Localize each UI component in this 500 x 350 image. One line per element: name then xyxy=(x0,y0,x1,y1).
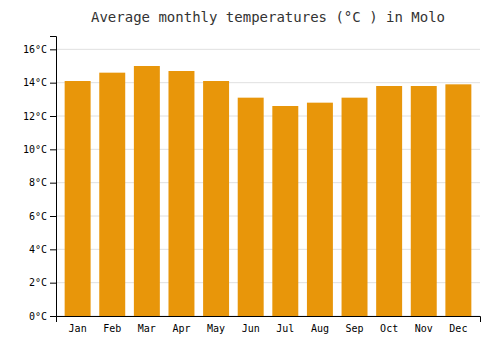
y-tick-mark xyxy=(50,216,56,217)
x-tick-label: Feb xyxy=(103,323,121,334)
y-tick-mark xyxy=(50,183,56,184)
x-tick-label: Apr xyxy=(172,323,190,334)
x-tick: Aug xyxy=(311,323,329,334)
y-tick-mark xyxy=(50,83,56,84)
x-tick: Sep xyxy=(345,323,363,334)
y-tick: 6°C xyxy=(29,211,56,222)
x-tick: Mar xyxy=(138,323,156,334)
x-tick: Nov xyxy=(415,323,433,334)
bar xyxy=(307,103,333,316)
x-tick-label: Nov xyxy=(415,323,433,334)
chart-container: 0°C 2°C 4°C 6°C 8°C 10°C 12°C 14°C 16°C Jan Feb Mar… xyxy=(0,0,500,350)
bar xyxy=(342,98,368,316)
x-tick: Dec xyxy=(449,323,467,334)
y-tick-label: 0°C xyxy=(29,311,47,322)
bar xyxy=(99,73,125,316)
x-tick-label: Sep xyxy=(345,323,363,334)
x-axis-line xyxy=(57,317,481,323)
title: Average monthly temperatures (°C ) in Mo… xyxy=(91,9,445,25)
x-tick: Apr xyxy=(172,323,190,334)
y-tick-label: 8°C xyxy=(29,177,47,188)
bar xyxy=(238,98,264,316)
y-tick-mark xyxy=(50,249,56,250)
x-axis: Jan Feb Mar Apr May Jun Jul Aug Sep Oct Nov Dec xyxy=(57,317,481,335)
x-tick: Jun xyxy=(242,323,260,334)
x-tick: Oct xyxy=(380,323,398,334)
x-tick-label: Dec xyxy=(449,323,467,334)
y-tick-mark xyxy=(50,316,56,317)
x-tick-label: Oct xyxy=(380,323,398,334)
y-tick-label: 6°C xyxy=(29,211,47,222)
y-tick-mark xyxy=(50,149,56,150)
x-tick-label: Jan xyxy=(69,323,87,334)
x-tick-label: May xyxy=(207,323,225,334)
x-tick: May xyxy=(207,323,225,334)
y-tick-label: 12°C xyxy=(23,111,47,122)
bar xyxy=(168,71,194,316)
x-tick: Jul xyxy=(276,323,294,334)
bar xyxy=(445,84,471,316)
y-tick-mark xyxy=(50,49,56,50)
x-tick-label: Jul xyxy=(276,323,294,334)
y-tick-label: 2°C xyxy=(29,277,47,288)
y-tick-label: 14°C xyxy=(23,77,47,88)
x-tick-label: Mar xyxy=(138,323,156,334)
y-tick: 4°C xyxy=(29,244,56,255)
plot-area: 0°C 2°C 4°C 6°C 8°C 10°C 12°C 14°C 16°C Jan Feb Mar… xyxy=(23,37,481,335)
y-tick: 10°C xyxy=(23,144,56,155)
bar xyxy=(203,81,229,316)
y-tick-label: 16°C xyxy=(23,44,47,55)
x-tick-label: Jun xyxy=(242,323,260,334)
bar xyxy=(411,86,437,316)
y-tick: 2°C xyxy=(29,277,56,288)
grid-line xyxy=(56,49,480,50)
y-axis: 0°C 2°C 4°C 6°C 8°C 10°C 12°C 14°C 16°C xyxy=(23,37,57,322)
bar xyxy=(272,106,298,316)
y-tick: 12°C xyxy=(23,111,56,122)
y-tick: 14°C xyxy=(23,77,56,88)
x-tick: Feb xyxy=(103,323,121,334)
y-tick-mark xyxy=(50,283,56,284)
bar xyxy=(134,66,160,316)
bar xyxy=(65,81,91,316)
y-axis-line xyxy=(50,37,57,317)
bars xyxy=(65,66,472,316)
grid xyxy=(56,49,480,316)
y-tick-label: 10°C xyxy=(23,144,47,155)
x-tick: Jan xyxy=(69,323,87,334)
y-tick-label: 4°C xyxy=(29,244,47,255)
chart-svg: 0°C 2°C 4°C 6°C 8°C 10°C 12°C 14°C 16°C Jan Feb Mar… xyxy=(0,0,500,350)
bar xyxy=(376,86,402,316)
x-tick-label: Aug xyxy=(311,323,329,334)
y-tick: 0°C xyxy=(29,311,56,322)
y-tick: 8°C xyxy=(29,177,56,188)
y-tick: 16°C xyxy=(23,44,56,55)
y-tick-mark xyxy=(50,116,56,117)
